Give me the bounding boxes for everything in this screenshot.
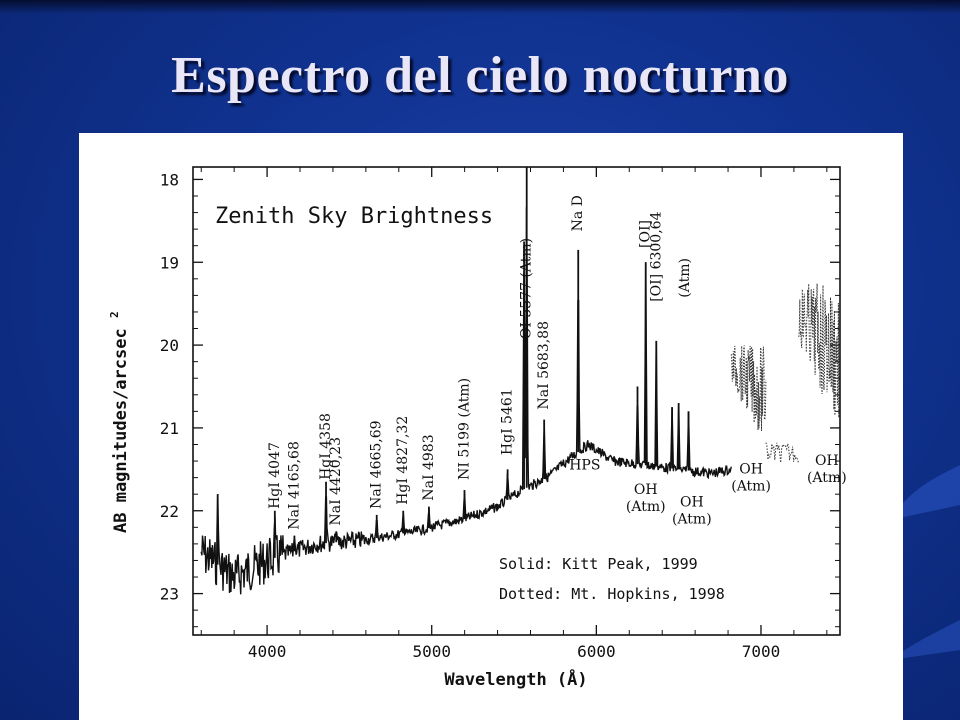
legend-solid: Solid: Kitt Peak, 1999 — [499, 555, 698, 573]
y-tick-label-1: 19 — [160, 253, 179, 272]
annotation-16: OH — [634, 482, 658, 498]
series-mt-hopkins-band-0 — [730, 345, 767, 432]
y-tick-label-2: 20 — [160, 336, 179, 355]
chart-title: Zenith Sky Brightness — [215, 204, 493, 229]
x-tick-label-3: 7000 — [742, 642, 781, 661]
annotation-15: HPS — [569, 457, 600, 473]
decorative-swoosh — [890, 465, 960, 660]
x-tick-label-1: 5000 — [412, 642, 451, 661]
y-tick-label-0: 18 — [160, 170, 179, 189]
annotation-19: OH — [815, 453, 839, 469]
series-mt-hopkins-bridge — [765, 441, 799, 463]
annotation-3: NaI 4420,23 — [328, 437, 344, 525]
legend-dotted: Dotted: Mt. Hopkins, 1998 — [499, 585, 725, 603]
annotation-17: OH — [680, 495, 704, 511]
annotation-10: NaI 5683,88 — [536, 321, 552, 409]
x-tick-label-0: 4000 — [248, 642, 287, 661]
annotation-8: HgI 5461 — [500, 388, 516, 455]
annotation-19-line2: (Atm) — [807, 470, 847, 486]
y-axis-label-text: AB magnitudes/arcsec — [111, 328, 131, 533]
annotation-1: NaI 4165,68 — [286, 441, 302, 529]
annotation-6: NaI 4983 — [421, 434, 437, 500]
y-tick-label-4: 22 — [160, 502, 179, 521]
plot-frame — [192, 166, 841, 636]
title-band — [0, 0, 960, 14]
x-tick-label-2: 6000 — [577, 642, 616, 661]
annotation-18-line2: (Atm) — [731, 478, 771, 494]
y-tick-label-5: 23 — [160, 585, 179, 604]
y-axis-label: AB magnitudes/arcsec 2 — [108, 311, 131, 533]
annotation-0: HgI 4047 — [267, 442, 283, 509]
annotation-7: NI 5199 (Atm) — [457, 378, 473, 480]
annotation-2: HgI 4358 — [318, 413, 334, 480]
spectrum-figure: 4000 5000 6000 7000 18 19 20 21 22 23 HgI 4047 NaI… — [79, 133, 903, 720]
annotation-16-line2: (Atm) — [626, 499, 666, 515]
annotation-13: [OI] 6300,64 — [648, 211, 664, 301]
annotation-14: (Atm) — [677, 258, 693, 298]
annotation-11: Na D — [570, 195, 586, 231]
slide-title: Espectro del cielo nocturno — [171, 47, 789, 104]
y-tick-label-3: 21 — [160, 419, 179, 438]
annotation-12: [OI] — [638, 220, 654, 248]
annotation-17-line2: (Atm) — [672, 512, 712, 528]
series-kitt-peak-line — [200, 207, 732, 595]
annotation-18: OH — [739, 461, 763, 477]
annotation-4: NaI 4665,69 — [369, 420, 385, 508]
y-axis-label-superscript: 2 — [108, 311, 121, 318]
x-axis-label: Wavelength (Å) — [444, 667, 587, 690]
annotation-9: OI 5577 (Atm) — [519, 238, 535, 339]
series-mt-hopkins-band-1 — [798, 283, 841, 418]
annotation-5: HgI 4827,32 — [395, 416, 411, 505]
